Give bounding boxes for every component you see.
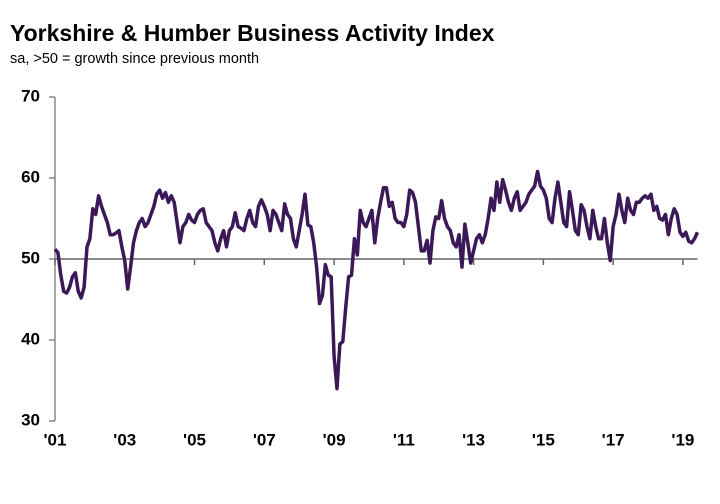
chart-title: Yorkshire & Humber Business Activity Ind… <box>10 20 495 46</box>
x-tick-label: '07 <box>253 430 276 449</box>
y-tick-label: 30 <box>21 410 40 429</box>
x-tick-label: '13 <box>462 430 485 449</box>
x-tick-label: '11 <box>393 430 415 449</box>
x-tick-label: '03 <box>113 430 136 449</box>
x-tick-label: '15 <box>532 430 555 449</box>
x-tick-label: '17 <box>602 430 625 449</box>
y-tick-label: 60 <box>21 167 40 186</box>
chart-subtitle: sa, >50 = growth since previous month <box>10 51 259 67</box>
x-tick-label: '19 <box>671 430 694 449</box>
x-tick-label: '09 <box>323 430 346 449</box>
data-line <box>53 169 700 391</box>
y-tick-label: 40 <box>21 329 40 348</box>
x-tick-label: '01 <box>44 430 67 449</box>
y-tick-label: 50 <box>21 248 40 267</box>
y-tick-label: 70 <box>21 86 40 105</box>
x-tick-label: '05 <box>183 430 206 449</box>
